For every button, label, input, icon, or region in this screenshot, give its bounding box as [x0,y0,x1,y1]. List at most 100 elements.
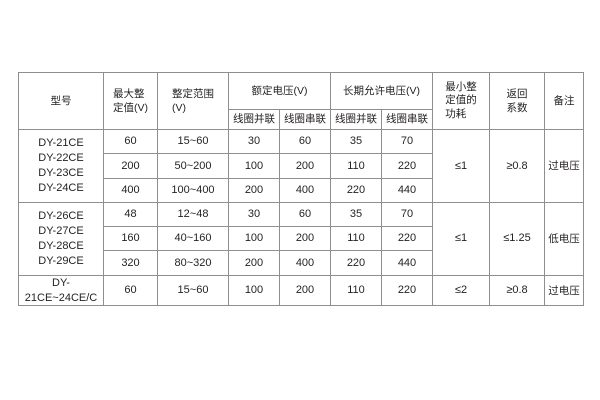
cell-rated-parallel: 100 [228,153,280,179]
cell-long-parallel: 110 [330,153,382,179]
cell-setting-range: 80~320 [157,250,229,276]
cell-rated-parallel: 200 [228,250,280,276]
cell-long-parallel: 110 [330,274,382,307]
cell-setting-range: 50~200 [157,153,229,179]
cell-rated-series: 400 [279,177,331,203]
cell-model-group-0: DY-21CE DY-22CE DY-23CE DY-24CE [18,129,104,203]
cell-remark-final: 过电压 [544,274,584,307]
cell-remark-group-1: 低电压 [544,201,584,276]
cell-long-series: 440 [381,177,433,203]
cell-long-series: 70 [381,128,433,155]
cell-long-series: 220 [381,226,433,252]
model-line: DY-29CE [38,254,84,267]
header-min-power-line3: 功耗 [445,107,467,120]
header-min-setting-power-text: 最小整 定值的 功耗 [445,81,477,122]
cell-long-parallel: 35 [330,201,382,228]
relay-specification-table: 型号 最大整 定值(V) 整定范围 (V) 额定电压(V) [18,72,584,307]
table-row: 400 100~400 200 400 220 440 [19,177,584,203]
header-min-power-line2: 定值的 [445,94,477,107]
cell-model-group-1: DY-26CE DY-27CE DY-28CE DY-29CE [18,201,104,276]
cell-rated-series: 60 [279,128,331,155]
model-line: DY-24CE [38,181,84,194]
header-max-setting-text: 最大整 定值(V) [113,87,148,115]
header-min-power-line1: 最小整 [445,80,477,93]
table-body: DY-21CE DY-22CE DY-23CE DY-24CE 60 15~60… [18,128,584,307]
header-setting-range-line2: (V) [172,102,186,114]
model-line: DY-28CE [38,239,84,252]
header-max-setting-line1: 最大整 [113,87,145,100]
cell-model-final: DY-21CE~24CE/C [18,274,104,307]
header-setting-range: 整定范围 (V) [157,72,229,130]
cell-long-parallel: 35 [330,128,382,155]
header-long-term-voltage: 长期允许电压(V) [330,72,433,110]
header-rated-coil-parallel: 线圈并联 [228,109,280,130]
cell-max-setting: 60 [103,128,158,155]
cell-max-setting: 60 [103,274,158,307]
cell-setting-range: 100~400 [157,177,229,203]
cell-max-setting: 48 [103,201,158,228]
header-rated-coil-series: 线圈串联 [279,109,331,130]
cell-rated-series: 200 [279,274,331,307]
cell-long-series: 440 [381,250,433,276]
table-header: 型号 最大整 定值(V) 整定范围 (V) 额定电压(V) [18,72,584,130]
cell-long-series: 70 [381,201,433,228]
cell-rated-parallel: 100 [228,274,280,307]
cell-max-setting: 400 [103,177,158,203]
model-line: DY-21CE [38,137,84,150]
cell-setting-range: 15~60 [157,274,229,307]
model-line: DY-27CE [38,224,84,237]
header-max-setting-line2: 定值(V) [113,102,148,114]
model-line: DY-23CE [38,166,84,179]
cell-rated-series: 200 [279,226,331,252]
cell-return-coefficient-final: ≥0.8 [489,274,545,307]
header-min-setting-power: 最小整 定值的 功耗 [432,72,490,130]
cell-rated-parallel: 30 [228,201,280,228]
header-rated-voltage: 额定电压(V) [228,72,331,110]
header-model: 型号 [18,72,104,130]
cell-rated-parallel: 30 [228,128,280,155]
cell-max-setting: 160 [103,226,158,252]
header-return-coef-line1: 返回 [506,87,528,100]
cell-rated-series: 60 [279,201,331,228]
header-max-setting: 最大整 定值(V) [103,72,158,130]
cell-long-series: 220 [381,274,433,307]
cell-setting-range: 15~60 [157,128,229,155]
table-row: 160 40~160 100 200 110 220 [19,226,584,252]
cell-long-parallel: 110 [330,226,382,252]
cell-rated-series: 400 [279,250,331,276]
cell-return-coefficient-group-0: ≥0.8 [489,129,545,203]
cell-rated-series: 200 [279,153,331,179]
cell-return-coefficient-group-1: ≤1.25 [489,201,545,276]
cell-min-setting-power-final: ≤2 [432,274,490,307]
header-return-coef-line2: 系数 [506,102,528,114]
cell-setting-range: 12~48 [157,201,229,228]
cell-long-series: 220 [381,153,433,179]
cell-setting-range: 40~160 [157,226,229,252]
header-long-coil-parallel: 线圈并联 [330,109,382,130]
table-row: DY-21CE DY-22CE DY-23CE DY-24CE 60 15~60… [18,128,584,203]
model-line: DY-22CE [38,152,84,165]
header-row-primary: 型号 最大整 定值(V) 整定范围 (V) 额定电压(V) [18,72,584,130]
spec-table-container: 型号 最大整 定值(V) 整定范围 (V) 额定电压(V) [18,72,584,307]
cell-min-setting-power-group-1: ≤1 [432,201,490,276]
model-line: DY-26CE [38,210,84,223]
cell-max-setting: 320 [103,250,158,276]
cell-rated-parallel: 100 [228,226,280,252]
cell-min-setting-power-group-0: ≤1 [432,129,490,203]
header-remark: 备注 [544,72,584,130]
header-long-coil-series: 线圈串联 [381,109,433,130]
cell-long-parallel: 220 [330,250,382,276]
cell-remark-group-0: 过电压 [544,129,584,203]
header-setting-range-line1: 整定范围 [172,87,214,100]
header-row-secondary: 线圈并联 线圈串联 线圈并联 线圈串联 [19,109,584,130]
table-row: DY-21CE~24CE/C 60 15~60 100 200 110 220 … [18,274,584,307]
cell-max-setting: 200 [103,153,158,179]
header-setting-range-text: 整定范围 (V) [172,87,214,115]
header-return-coefficient: 返回 系数 [489,72,545,130]
table-row: 320 80~320 200 400 220 440 [19,250,584,276]
cell-rated-parallel: 200 [228,177,280,203]
table-row: 200 50~200 100 200 110 220 [19,153,584,179]
cell-long-parallel: 220 [330,177,382,203]
table-row: DY-26CE DY-27CE DY-28CE DY-29CE 48 12~48… [18,201,584,276]
